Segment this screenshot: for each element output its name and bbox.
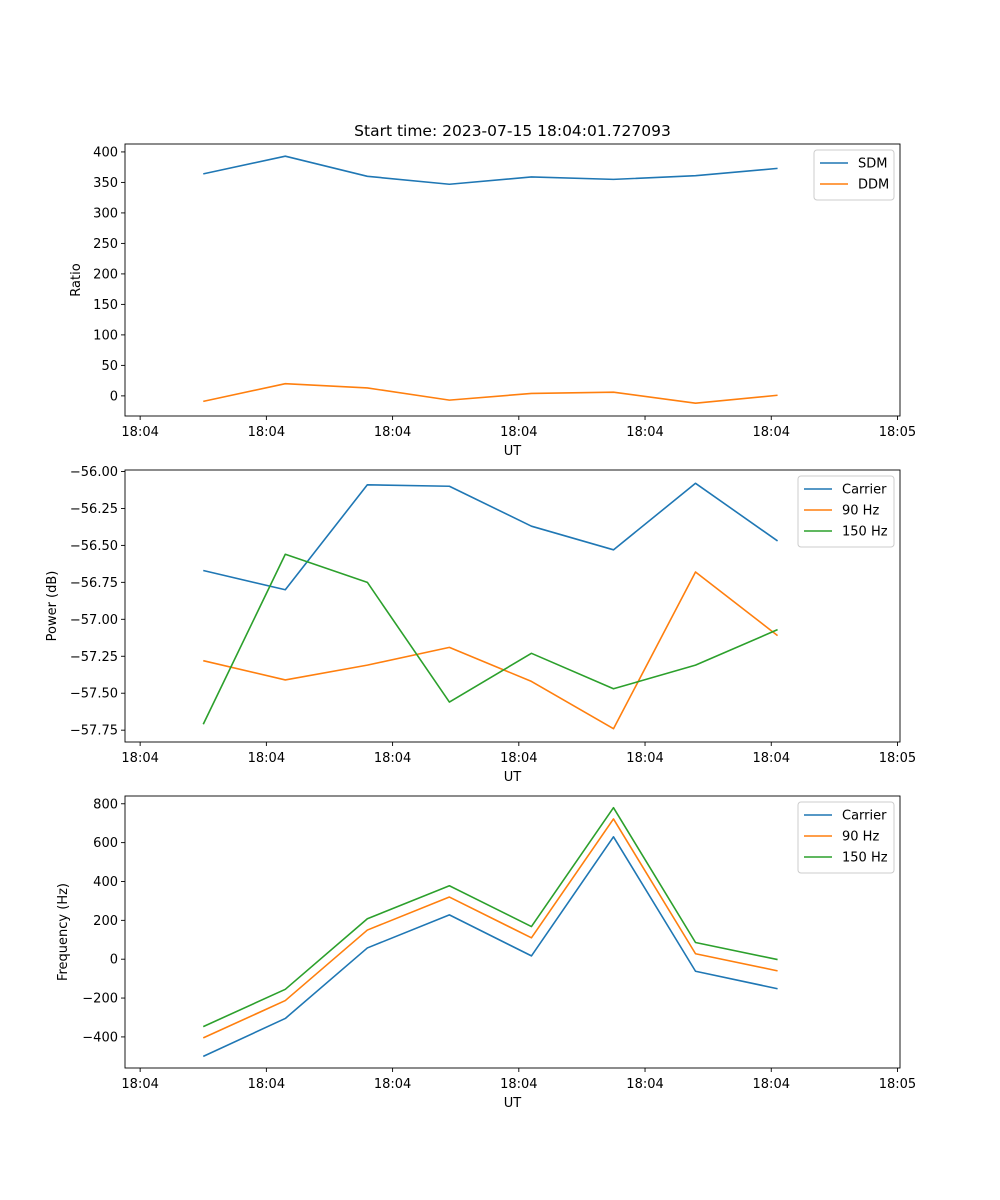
y-tick-label: −200 xyxy=(82,992,118,1007)
y-tick-label: 0 xyxy=(110,389,118,404)
series-line-sdm xyxy=(203,155,778,186)
x-tick-label: 18:04 xyxy=(500,1077,537,1092)
series-line-150-hz xyxy=(202,553,778,725)
x-axis-label: UT xyxy=(504,1096,522,1111)
legend: Carrier 90 Hz 150 Hz xyxy=(797,475,895,548)
y-tick-label: −56.75 xyxy=(70,576,118,591)
y-tick-label: 350 xyxy=(93,176,118,191)
x-tick-label: 18:04 xyxy=(753,425,790,440)
x-tick-label: 18:04 xyxy=(121,1077,158,1092)
x-tick-label: 18:05 xyxy=(879,1077,916,1092)
y-tick-label: −57.50 xyxy=(70,687,118,702)
legend-box xyxy=(797,801,895,874)
x-tick-label: 18:04 xyxy=(626,751,663,766)
series-line-90-hz xyxy=(203,571,779,730)
x-tick-label: 18:04 xyxy=(753,751,790,766)
y-tick-label: −57.75 xyxy=(70,724,118,739)
y-tick-label: 200 xyxy=(93,914,118,929)
x-tick-label: 18:04 xyxy=(374,751,411,766)
y-tick-label: −56.50 xyxy=(70,539,118,554)
series-line-ddm xyxy=(203,382,778,404)
y-axis-label: Power (dB) xyxy=(45,571,60,642)
y-tick-label: 0 xyxy=(110,953,118,968)
legend-label: 150 Hz xyxy=(842,525,888,540)
series-line-carrier xyxy=(202,835,778,1058)
y-tick-label: 400 xyxy=(93,875,118,890)
x-tick-label: 18:04 xyxy=(626,1077,663,1092)
y-axis-label: Ratio xyxy=(69,263,84,296)
y-tick-label: 150 xyxy=(93,298,118,313)
legend-label: SDM xyxy=(858,157,887,172)
y-tick-label: 400 xyxy=(93,145,118,160)
y-tick-label: 800 xyxy=(93,797,118,812)
x-tick-label: 18:04 xyxy=(374,425,411,440)
legend-label: 90 Hz xyxy=(842,504,879,519)
legend: Carrier 90 Hz 150 Hz xyxy=(797,801,895,874)
x-tick-label: 18:05 xyxy=(879,751,916,766)
y-tick-label: 250 xyxy=(93,237,118,252)
axes-frame xyxy=(124,469,901,743)
x-tick-label: 18:04 xyxy=(248,1077,285,1092)
x-tick-label: 18:04 xyxy=(248,751,285,766)
figure-title: Start time: 2023-07-15 18:04:01.727093 xyxy=(354,122,671,140)
subplot-2: 18:04 18:04 18:04 18:04 18:04 18:04 18:05 UT −57… xyxy=(45,465,916,785)
subplot-1: 18:04 18:04 18:04 18:04 18:04 18:04 18:05 UT 0 50… xyxy=(69,143,916,459)
y-axis-label: Frequency (Hz) xyxy=(56,883,71,981)
x-tick-label: 18:04 xyxy=(500,425,537,440)
y-tick-label: 300 xyxy=(93,206,118,221)
legend-label: 90 Hz xyxy=(842,830,879,845)
y-tick-label: −56.25 xyxy=(70,502,118,517)
axes-frame xyxy=(124,143,901,417)
x-axis-label: UT xyxy=(504,444,522,459)
x-tick-label: 18:04 xyxy=(121,751,158,766)
x-tick-label: 18:04 xyxy=(753,1077,790,1092)
x-tick-label: 18:05 xyxy=(879,425,916,440)
x-tick-label: 18:04 xyxy=(248,425,285,440)
x-axis-label: UT xyxy=(504,770,522,785)
legend-label: 150 Hz xyxy=(842,851,888,866)
y-tick-label: 200 xyxy=(93,267,118,282)
subplot-3: 18:04 18:04 18:04 18:04 18:04 18:04 18:05 UT −40… xyxy=(56,795,916,1111)
x-tick-label: 18:04 xyxy=(121,425,158,440)
axes-frame xyxy=(124,795,901,1069)
legend-label: Carrier xyxy=(842,483,887,498)
legend-label: DDM xyxy=(858,178,889,193)
y-tick-label: 100 xyxy=(93,328,118,343)
series-line-90-hz xyxy=(202,818,778,1039)
y-tick-label: −400 xyxy=(82,1030,118,1045)
x-tick-label: 18:04 xyxy=(500,751,537,766)
series-line-carrier xyxy=(203,482,779,591)
x-tick-label: 18:04 xyxy=(626,425,663,440)
y-tick-label: 50 xyxy=(101,359,118,374)
legend: SDM DDM xyxy=(813,149,895,201)
x-tick-label: 18:04 xyxy=(374,1077,411,1092)
series-line-150-hz xyxy=(202,806,778,1028)
y-tick-label: −56.00 xyxy=(70,465,118,480)
subplots: 18:04 18:04 18:04 18:04 18:04 18:04 18:05 UT 0 50… xyxy=(45,143,916,1111)
legend-label: Carrier xyxy=(842,809,887,824)
y-tick-label: −57.00 xyxy=(70,613,118,628)
legend-box xyxy=(797,475,895,548)
y-tick-label: −57.25 xyxy=(70,650,118,665)
y-tick-label: 600 xyxy=(93,836,118,851)
